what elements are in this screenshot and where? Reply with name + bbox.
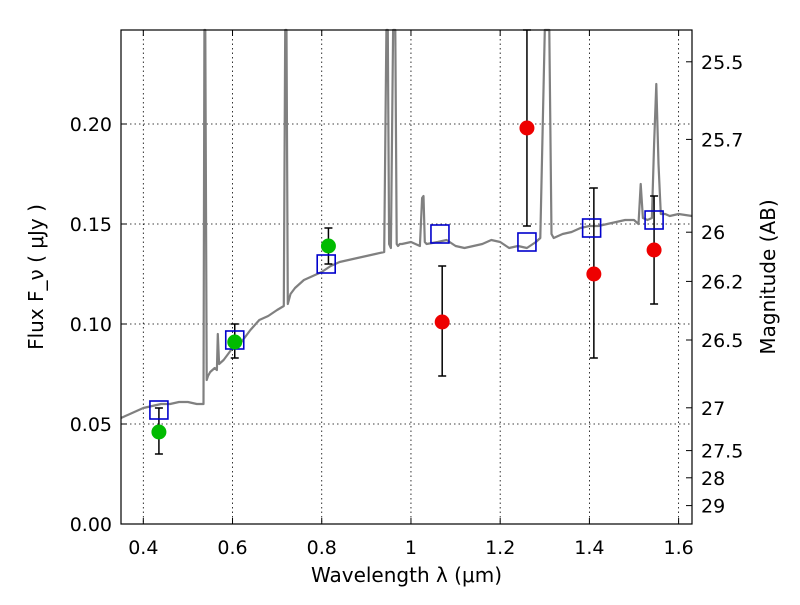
- model-square-marker: [149, 400, 169, 420]
- model-square-marker: [316, 254, 337, 274]
- green-data-point: [227, 334, 243, 350]
- y-axis-label: Flux F_ν ( μJy ): [24, 204, 48, 350]
- y-tick-label: 0.10: [70, 314, 112, 336]
- spectrum-layer: [120, 28, 693, 420]
- tick-layer: 0.4 0.6 0.8 1 1.2 1.4 1.6 0.00 0.05 0.10 0.15 0.20 2…: [70, 30, 743, 559]
- red-data-point: [646, 242, 662, 258]
- x-tick-label: 1.4: [574, 537, 604, 559]
- x-tick-label: 1.6: [664, 537, 694, 559]
- right-tick-label: 26.2: [701, 271, 743, 293]
- right-tick-label: 27.5: [701, 441, 743, 463]
- grid: [121, 30, 692, 524]
- red-data-point: [586, 266, 602, 282]
- spectrum-line: [120, 28, 693, 420]
- green-data-point: [320, 238, 336, 254]
- x-tick-label: 0.6: [217, 537, 247, 559]
- marker-layer: [149, 120, 664, 440]
- y-tick-label: 0.15: [70, 214, 112, 236]
- red-data-point: [434, 314, 450, 330]
- model-square-marker: [644, 210, 664, 230]
- model-square-marker: [517, 232, 537, 252]
- right-tick-label: 28: [701, 468, 725, 490]
- green-data-point: [151, 424, 167, 440]
- right-tick-label: 25.7: [701, 129, 743, 151]
- right-tick-label: 26.5: [701, 330, 743, 352]
- model-square-marker: [581, 218, 602, 238]
- x-tick-label: 0.8: [307, 537, 337, 559]
- right-axis-label: Magnitude (AB): [756, 199, 780, 354]
- right-tick-label: 26: [701, 222, 725, 244]
- model-square-marker: [430, 224, 450, 244]
- x-tick-label: 0.4: [128, 537, 158, 559]
- x-axis-label: Wavelength λ (μm): [311, 563, 502, 587]
- right-tick-label: 25.5: [701, 52, 743, 74]
- x-tick-label: 1.2: [485, 537, 515, 559]
- x-tick-label: 1: [405, 537, 417, 559]
- y-tick-label: 0.20: [70, 114, 112, 136]
- right-tick-label: 27: [701, 398, 725, 420]
- y-tick-label: 0.00: [70, 514, 112, 536]
- plot-frame: [120, 29, 693, 525]
- red-data-point: [519, 120, 535, 136]
- y-tick-label: 0.05: [70, 414, 112, 436]
- right-tick-label: 29: [701, 496, 725, 518]
